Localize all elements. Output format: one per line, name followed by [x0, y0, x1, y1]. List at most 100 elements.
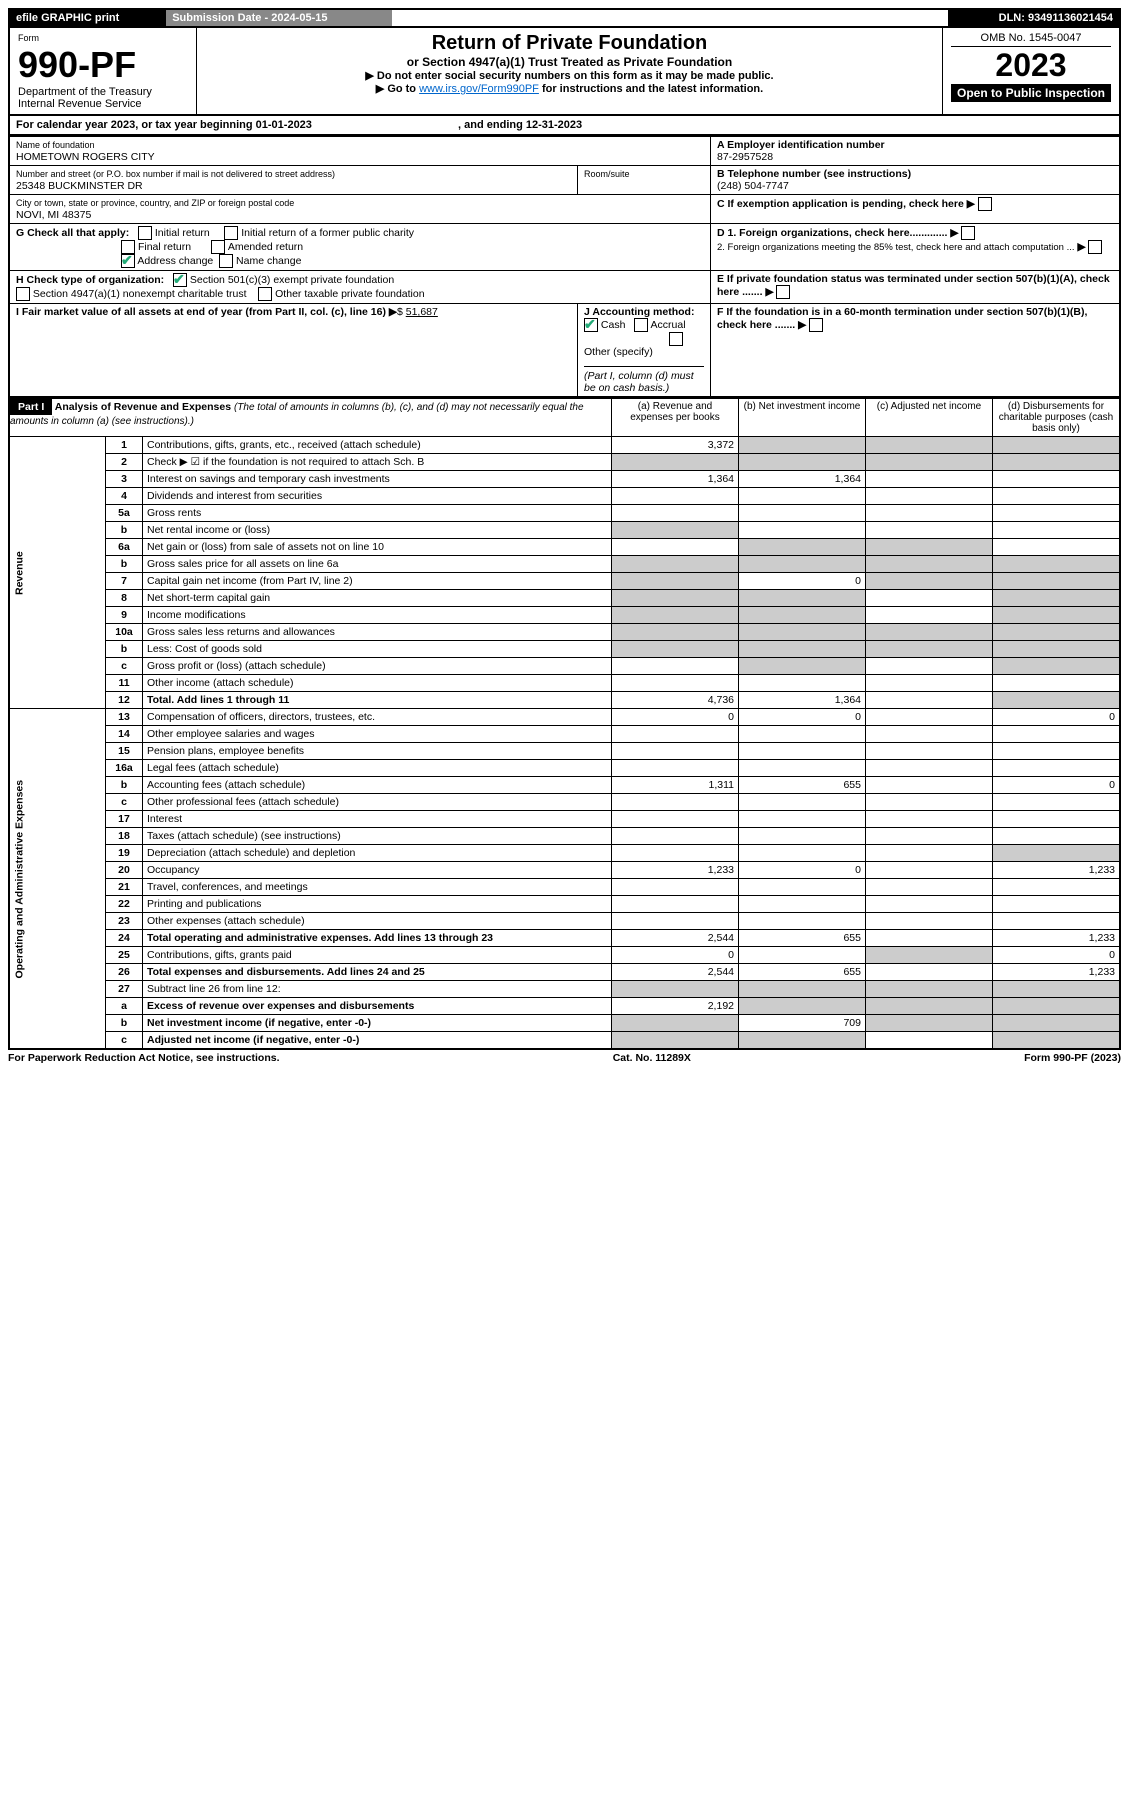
- value-cell: [612, 896, 739, 913]
- table-row: bGross sales price for all assets on lin…: [9, 556, 1120, 573]
- value-cell: [866, 675, 993, 692]
- j-other-check[interactable]: [669, 332, 683, 346]
- value-cell: [866, 998, 993, 1015]
- value-cell: [612, 488, 739, 505]
- line-number: a: [106, 998, 143, 1015]
- value-cell: [612, 641, 739, 658]
- value-cell: [739, 947, 866, 964]
- table-row: 14Other employee salaries and wages: [9, 726, 1120, 743]
- d2-checkbox[interactable]: [1088, 240, 1102, 254]
- line-description: Interest on savings and temporary cash i…: [143, 471, 612, 488]
- value-cell: [739, 454, 866, 471]
- value-cell: [993, 624, 1121, 641]
- value-cell: [993, 607, 1121, 624]
- line-number: 17: [106, 811, 143, 828]
- h-501c3-check[interactable]: [173, 273, 187, 287]
- g-amended-check[interactable]: [211, 240, 225, 254]
- value-cell: [993, 573, 1121, 590]
- line-description: Other income (attach schedule): [143, 675, 612, 692]
- table-row: 15Pension plans, employee benefits: [9, 743, 1120, 760]
- efile-label[interactable]: efile GRAPHIC print: [9, 9, 166, 27]
- table-row: cOther professional fees (attach schedul…: [9, 794, 1120, 811]
- line-description: Other professional fees (attach schedule…: [143, 794, 612, 811]
- e-checkbox[interactable]: [776, 285, 790, 299]
- street-address: 25348 BUCKMINSTER DR: [16, 180, 143, 192]
- value-cell: [866, 845, 993, 862]
- i-label: I Fair market value of all assets at end…: [16, 306, 386, 318]
- value-cell: [612, 607, 739, 624]
- value-cell: [612, 1015, 739, 1032]
- dept-label: Department of the Treasury: [18, 86, 152, 98]
- line-description: Dividends and interest from securities: [143, 488, 612, 505]
- c-checkbox[interactable]: [978, 197, 992, 211]
- line-number: 24: [106, 930, 143, 947]
- line-description: Interest: [143, 811, 612, 828]
- line-number: b: [106, 522, 143, 539]
- value-cell: [993, 726, 1121, 743]
- line-description: Contributions, gifts, grants paid: [143, 947, 612, 964]
- g-address-check[interactable]: [121, 254, 135, 268]
- col-a-header: (a) Revenue and expenses per books: [612, 399, 739, 437]
- j-accrual-check[interactable]: [634, 318, 648, 332]
- table-row: cGross profit or (loss) (attach schedule…: [9, 658, 1120, 675]
- line-number: b: [106, 556, 143, 573]
- value-cell: [866, 777, 993, 794]
- col-b-header: (b) Net investment income: [739, 399, 866, 437]
- g-initialformer-check[interactable]: [224, 226, 238, 240]
- h-other-check[interactable]: [258, 287, 272, 301]
- value-cell: 1,364: [612, 471, 739, 488]
- value-cell: [612, 845, 739, 862]
- footer-mid: Cat. No. 11289X: [613, 1052, 691, 1064]
- line-description: Income modifications: [143, 607, 612, 624]
- value-cell: [993, 981, 1121, 998]
- h-4947-check[interactable]: [16, 287, 30, 301]
- value-cell: [866, 1015, 993, 1032]
- j-cash-check[interactable]: [584, 318, 598, 332]
- f-checkbox[interactable]: [809, 318, 823, 332]
- value-cell: [993, 522, 1121, 539]
- line-description: Taxes (attach schedule) (see instruction…: [143, 828, 612, 845]
- value-cell: 1,233: [993, 862, 1121, 879]
- room-label: Room/suite: [584, 169, 630, 179]
- table-row: 16aLegal fees (attach schedule): [9, 760, 1120, 777]
- value-cell: [612, 743, 739, 760]
- value-cell: [739, 539, 866, 556]
- value-cell: 1,233: [612, 862, 739, 879]
- d1-label: D 1. Foreign organizations, check here..…: [717, 227, 947, 239]
- value-cell: [866, 794, 993, 811]
- value-cell: [739, 726, 866, 743]
- form-title: Return of Private Foundation: [205, 32, 934, 55]
- value-cell: [739, 641, 866, 658]
- value-cell: [866, 947, 993, 964]
- irs-link[interactable]: www.irs.gov/Form990PF: [419, 83, 539, 95]
- line-description: Other expenses (attach schedule): [143, 913, 612, 930]
- value-cell: [866, 760, 993, 777]
- line-number: b: [106, 777, 143, 794]
- h-501c3: Section 501(c)(3) exempt private foundat…: [190, 274, 394, 286]
- ein-label: A Employer identification number: [717, 139, 885, 151]
- table-row: bAccounting fees (attach schedule)1,3116…: [9, 777, 1120, 794]
- value-cell: [739, 556, 866, 573]
- d1-checkbox[interactable]: [961, 226, 975, 240]
- value-cell: [866, 896, 993, 913]
- value-cell: 0: [612, 947, 739, 964]
- value-cell: [612, 760, 739, 777]
- value-cell: [866, 709, 993, 726]
- line-description: Pension plans, employee benefits: [143, 743, 612, 760]
- line-description: Occupancy: [143, 862, 612, 879]
- table-row: 19Depreciation (attach schedule) and dep…: [9, 845, 1120, 862]
- table-row: 18Taxes (attach schedule) (see instructi…: [9, 828, 1120, 845]
- value-cell: [866, 505, 993, 522]
- g-initial-check[interactable]: [138, 226, 152, 240]
- i-value: 51,687: [406, 306, 438, 318]
- value-cell: [612, 522, 739, 539]
- g-amended: Amended return: [228, 241, 303, 253]
- line-number: c: [106, 794, 143, 811]
- value-cell: 1,364: [739, 471, 866, 488]
- h-4947: Section 4947(a)(1) nonexempt charitable …: [33, 288, 247, 300]
- g-name-check[interactable]: [219, 254, 233, 268]
- line-number: 3: [106, 471, 143, 488]
- line-number: 20: [106, 862, 143, 879]
- line-number: 14: [106, 726, 143, 743]
- line-description: Total. Add lines 1 through 11: [143, 692, 612, 709]
